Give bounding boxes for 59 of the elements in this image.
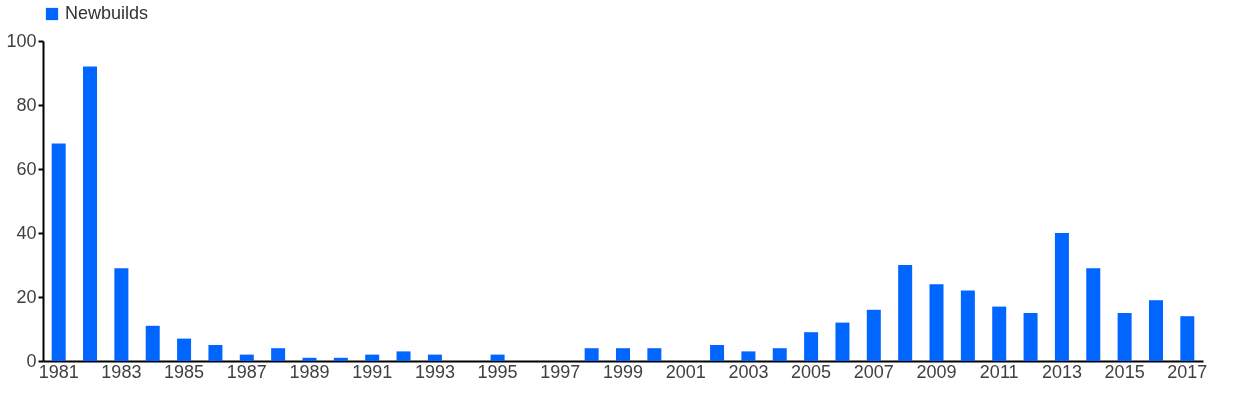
x-tick-label: 1981 bbox=[38, 361, 79, 382]
bar bbox=[427, 354, 442, 361]
x-tick-label: 2015 bbox=[1104, 361, 1145, 382]
x-tick-label: 1999 bbox=[602, 361, 644, 382]
bar bbox=[1054, 233, 1069, 361]
bar bbox=[145, 325, 160, 361]
x-tick-label: 1987 bbox=[226, 361, 267, 382]
bar bbox=[365, 354, 380, 361]
x-tick-label: 2013 bbox=[1041, 361, 1082, 382]
bar bbox=[490, 354, 505, 361]
bar bbox=[1148, 300, 1163, 361]
bar bbox=[302, 357, 317, 361]
x-tick-label: 1989 bbox=[289, 361, 330, 382]
x-tick-label: 1993 bbox=[414, 361, 455, 382]
bar bbox=[960, 290, 975, 361]
x-tick-label: 1985 bbox=[164, 361, 205, 382]
bar bbox=[772, 348, 787, 361]
x-tick-label: 2003 bbox=[728, 361, 769, 382]
bar bbox=[1023, 313, 1038, 361]
bar bbox=[177, 338, 192, 361]
x-tick-label: 1997 bbox=[540, 361, 581, 382]
bar bbox=[1180, 316, 1195, 361]
bar bbox=[1117, 313, 1132, 361]
y-tick-label: 20 bbox=[16, 286, 37, 307]
bar bbox=[584, 348, 599, 361]
legend-label: Newbuilds bbox=[65, 3, 149, 23]
y-tick-label: 40 bbox=[16, 222, 37, 243]
bar bbox=[804, 332, 819, 361]
bar bbox=[929, 284, 944, 361]
x-tick-label: 2011 bbox=[979, 361, 1019, 382]
bar bbox=[835, 322, 850, 361]
x-tick-label: 1991 bbox=[352, 361, 393, 382]
bar bbox=[396, 351, 411, 361]
bar bbox=[83, 66, 98, 361]
y-tick-label: 80 bbox=[16, 94, 37, 115]
x-tick-label: 2009 bbox=[916, 361, 957, 382]
bar bbox=[866, 309, 881, 361]
bar bbox=[992, 306, 1007, 361]
bar bbox=[710, 345, 725, 361]
bar bbox=[741, 351, 756, 361]
bar bbox=[616, 348, 630, 361]
bar bbox=[647, 348, 662, 361]
bar bbox=[898, 265, 913, 361]
bar bbox=[51, 143, 66, 361]
x-tick-label: 1983 bbox=[101, 361, 142, 382]
y-tick-label: 100 bbox=[6, 30, 37, 51]
x-tick-label: 2017 bbox=[1167, 361, 1208, 382]
y-tick-label: 60 bbox=[16, 158, 37, 179]
x-tick-label: 2001 bbox=[665, 361, 706, 382]
bar bbox=[333, 357, 348, 361]
bar bbox=[1086, 268, 1101, 361]
x-tick-label: 2007 bbox=[853, 361, 894, 382]
bar bbox=[271, 348, 286, 361]
y-tick-label: 0 bbox=[26, 350, 37, 371]
x-tick-label: 2005 bbox=[791, 361, 832, 382]
bar bbox=[239, 354, 254, 361]
bar bbox=[208, 345, 223, 361]
bar bbox=[114, 268, 129, 361]
x-tick-label: 1995 bbox=[477, 361, 518, 382]
